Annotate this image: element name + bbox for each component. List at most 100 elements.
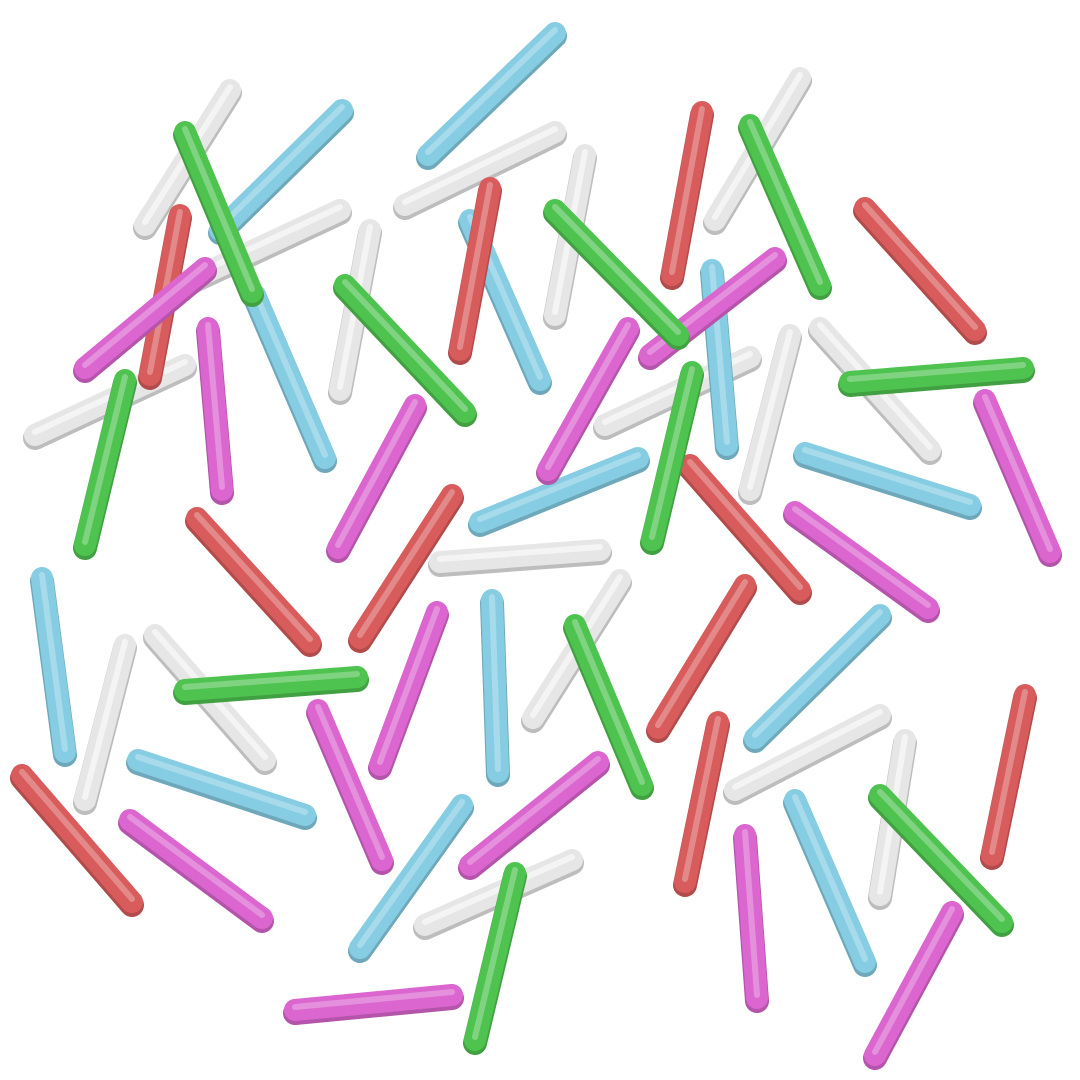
sprinkle-highlight [182, 671, 360, 690]
sprinkle-body [186, 507, 321, 653]
sprinkle-body [981, 684, 1036, 866]
sprinkle-body [794, 442, 981, 516]
sprinkle-highlight [194, 512, 313, 642]
sprinkle-pink [306, 699, 394, 875]
sprinkle-body [74, 257, 216, 379]
sprinkle-body [127, 749, 316, 826]
sprinkle-highlight [477, 452, 641, 522]
sprinkle-blue [208, 99, 354, 245]
sprinkle-pink [458, 751, 610, 880]
sprinkle-highlight [649, 366, 695, 540]
sprinkle-body [284, 984, 463, 1021]
sprinkle-highlight [802, 447, 973, 505]
sprinkle-red [348, 484, 464, 653]
sprinkle-highlight [655, 579, 748, 728]
sprinkle-highlight [792, 794, 868, 962]
sprinkle-white [723, 704, 892, 805]
sprinkle-green [173, 121, 264, 307]
sprinkle-red [980, 684, 1037, 870]
sprinkle-highlight [335, 399, 418, 548]
sprinkle-body [209, 99, 353, 241]
sprinkle-body [674, 711, 729, 893]
sprinkle-highlight [82, 639, 128, 800]
sprinkle-pink [196, 317, 234, 505]
sprinkle-red [673, 711, 730, 897]
sprinkle-highlight [39, 572, 68, 752]
sprinkle-pink [118, 809, 274, 933]
sprinkle-highlight [82, 262, 208, 368]
sprinkle-body [349, 484, 463, 649]
sprinkle-body [197, 317, 233, 501]
sprinkle-body [537, 317, 639, 481]
sprinkle-highlight [342, 279, 468, 412]
sprinkle-body [459, 751, 609, 876]
sprinkle-pink [783, 501, 940, 623]
sprinkle-highlight [182, 126, 255, 292]
sprinkle-green [738, 114, 832, 300]
sprinkle-white [428, 539, 612, 577]
sprinkle-highlight [687, 459, 803, 590]
sprinkle-blue [793, 442, 982, 520]
sprinkle-body [31, 567, 76, 763]
sprinkle-highlight [315, 704, 385, 860]
sprinkle-highlight [357, 799, 465, 948]
sprinkle-white [73, 634, 137, 815]
sprinkle-highlight [19, 769, 135, 902]
sprinkle-red [853, 197, 987, 345]
sprinkle-pink [536, 317, 640, 485]
sprinkle-green [563, 614, 654, 800]
sprinkle-blue [243, 284, 337, 473]
sprinkle-highlight [872, 906, 955, 1055]
sprinkle-body [244, 284, 336, 469]
sprinkle-body [641, 361, 703, 551]
sprinkle-red [10, 764, 144, 917]
sprinkle-highlight [425, 27, 558, 155]
sprinkle-highlight [572, 619, 645, 785]
sprinkle-body [544, 199, 689, 346]
sprinkle-body [974, 389, 1061, 563]
sprinkle-body [174, 121, 263, 303]
sprinkle-highlight [467, 756, 601, 865]
sprinkle-highlight [82, 374, 128, 545]
sprinkle-body [307, 699, 393, 871]
sprinkle-highlight [292, 989, 455, 1010]
sprinkle-pink [73, 257, 217, 383]
sprinkle-green [838, 357, 1035, 397]
sprinkle-body [854, 197, 986, 341]
sprinkle-green [173, 666, 369, 705]
sprinkle-highlight [377, 606, 440, 765]
sprinkle-pink [326, 394, 427, 563]
sprinkle-white [393, 121, 567, 220]
sprinkle-body [679, 454, 811, 601]
sprinkle-highlight [252, 289, 328, 458]
sprinkle-red [448, 177, 502, 365]
sprinkle-highlight [792, 506, 931, 608]
sprinkle-body [839, 357, 1034, 393]
sprinkle-highlight [742, 829, 760, 998]
sprinkle-highlight [489, 594, 501, 772]
sprinkle-highlight [357, 489, 455, 638]
sprinkle-body [784, 501, 939, 619]
sprinkle-body [119, 809, 273, 929]
sprinkle-body [349, 794, 473, 959]
sprinkle-highlight [847, 362, 1026, 382]
sprinkle-green [73, 369, 137, 560]
sprinkle-highlight [217, 104, 345, 230]
sprinkle-red [646, 574, 757, 743]
sprinkle-highlight [552, 204, 681, 335]
sprinkle-highlight [402, 126, 558, 205]
sprinkle-blue [416, 22, 567, 170]
sprinkle-highlight [747, 329, 793, 490]
sprinkle-highlight [982, 394, 1053, 552]
sprinkle-red [660, 101, 714, 290]
sprinkle-highlight [127, 814, 265, 918]
sprinkle-highlight [989, 689, 1028, 855]
sprinkle-blue [480, 589, 510, 787]
sprinkle-body [464, 862, 526, 1051]
sprinkle-blue [126, 749, 317, 830]
sprinkle-body [744, 604, 891, 749]
sprinkle-white [738, 324, 802, 505]
sprinkle-red [678, 454, 812, 605]
